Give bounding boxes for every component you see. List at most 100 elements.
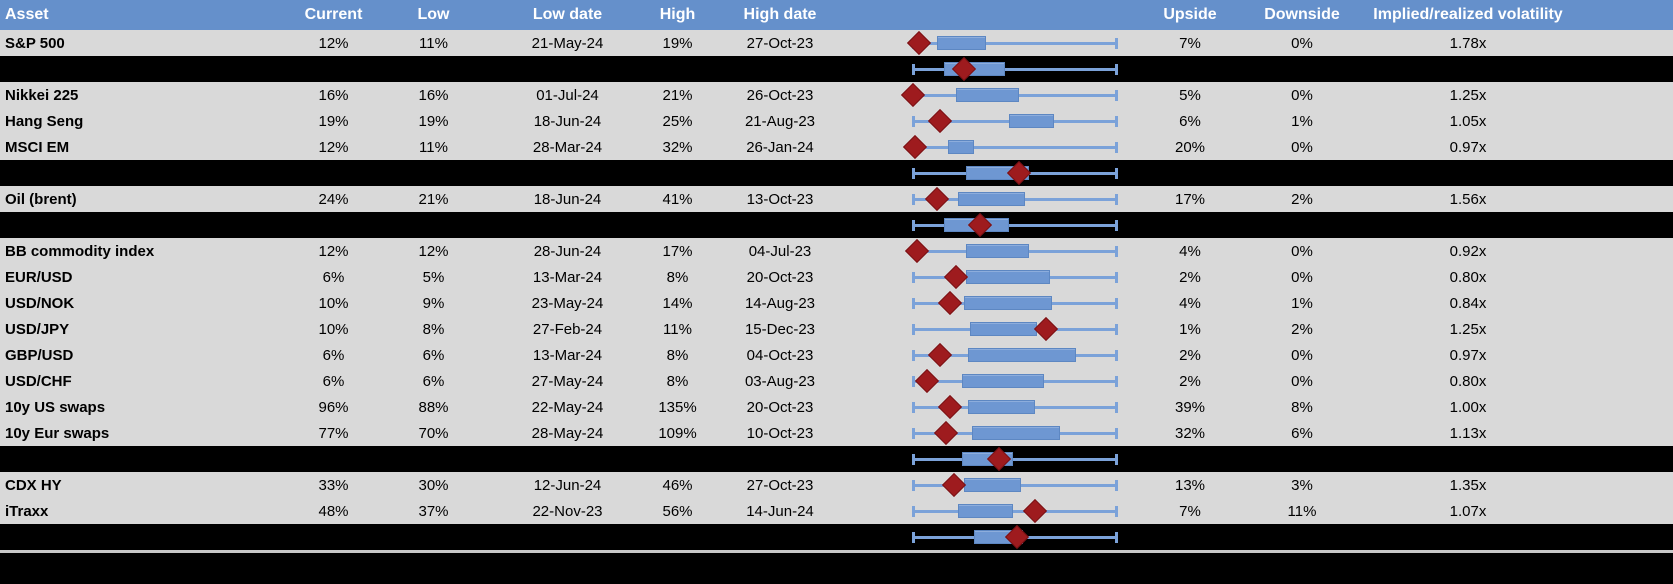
iqr-box (955, 88, 1020, 102)
whisker-left-tick-icon (912, 115, 915, 127)
whisker-left-tick-icon (912, 63, 915, 75)
range-boxplot (850, 30, 1130, 56)
boxplot-wrapper (912, 420, 1118, 446)
whisker-left-tick-icon (912, 427, 915, 439)
current-cell: 6% (322, 268, 345, 286)
upside-cell: 6% (1179, 112, 1201, 130)
high-date-cell: 10-Oct-23 (746, 424, 814, 442)
high-cell: 56% (662, 502, 693, 520)
table-row: Nikkei 225 16% 16% 01-Jul-24 21% 26-Oct-… (0, 82, 1673, 108)
boxplot-wrapper (912, 524, 1118, 550)
high-cell: 14% (662, 294, 693, 312)
range-boxplot (850, 108, 1130, 134)
iqr-box (968, 400, 1036, 414)
range-boxplot (850, 56, 1130, 82)
low-cell: 19% (418, 112, 449, 130)
current-cell: 10% (318, 320, 349, 338)
current-value-diamond-icon (927, 108, 952, 134)
current-value-diamond-icon (1033, 316, 1058, 342)
column-header-downside: Downside (1264, 6, 1340, 23)
range-boxplot (850, 290, 1130, 316)
high-cell: 25% (662, 112, 693, 130)
current-cell: 48% (318, 502, 349, 520)
boxplot-wrapper (903, 134, 1118, 160)
upside-cell: 1% (1179, 320, 1201, 338)
range-boxplot (850, 316, 1130, 342)
asset-cell: CDX HY (5, 476, 62, 494)
current-value-diamond-icon (937, 290, 962, 316)
current-value-diamond-icon (903, 134, 928, 160)
table-row: BB commodity index 12% 12% 28-Jun-24 17%… (0, 238, 1673, 264)
range-boxplot (850, 394, 1130, 420)
boxplot-wrapper (912, 446, 1118, 472)
range-boxplot (850, 420, 1130, 446)
asset-cell: BB commodity index (5, 242, 155, 260)
whisker-left-tick-icon (912, 297, 915, 309)
downside-cell: 6% (1291, 424, 1313, 442)
upside-cell: 4% (1179, 242, 1201, 260)
range-boxplot (850, 238, 1130, 264)
low-cell: 12% (418, 242, 449, 260)
iqr-box (964, 296, 1052, 310)
high-date-cell: 27-Oct-23 (746, 476, 814, 494)
table-row: 10y US swaps 96% 88% 22-May-24 135% 20-O… (0, 394, 1673, 420)
high-date-cell: 03-Aug-23 (744, 372, 816, 390)
range-boxplot (850, 472, 1130, 498)
aggregate-band-row (0, 56, 1673, 82)
high-cell: 32% (662, 138, 693, 156)
current-cell: 12% (318, 138, 349, 156)
low-date-cell: 28-May-24 (531, 424, 604, 442)
high-date-cell: 21-Aug-23 (744, 112, 816, 130)
whisker-right-tick-icon (1115, 141, 1118, 153)
low-cell: 30% (418, 476, 449, 494)
whisker-right-tick-icon (1115, 427, 1118, 439)
downside-cell: 0% (1291, 372, 1313, 390)
column-header-upside: Upside (1163, 6, 1217, 23)
whisker-line (913, 145, 1117, 149)
low-date-cell: 27-Feb-24 (532, 320, 603, 338)
current-value-diamond-icon (986, 446, 1011, 472)
current-cell: 33% (318, 476, 349, 494)
volatility-cell: 1.05x (1449, 112, 1487, 130)
asset-cell: MSCI EM (5, 138, 70, 156)
downside-cell: 0% (1291, 34, 1313, 52)
table-row: GBP/USD 6% 6% 13-Mar-24 8% 04-Oct-23 2% … (0, 342, 1673, 368)
asset-cell: Hang Seng (5, 112, 84, 130)
upside-cell: 17% (1174, 190, 1206, 208)
upside-cell: 2% (1179, 346, 1201, 364)
downside-cell: 0% (1291, 346, 1313, 364)
current-value-diamond-icon (951, 56, 977, 82)
asset-cell: GBP/USD (5, 346, 74, 364)
upside-cell: 7% (1179, 502, 1201, 520)
downside-cell: 2% (1291, 320, 1313, 338)
current-value-diamond-icon (1023, 498, 1048, 524)
boxplot-wrapper (912, 342, 1118, 368)
upside-cell: 4% (1179, 294, 1201, 312)
low-date-cell: 13-Mar-24 (532, 268, 603, 286)
low-date-cell: 27-May-24 (531, 372, 604, 390)
whisker-left-tick-icon (912, 401, 915, 413)
boxplot-wrapper (912, 108, 1118, 134)
asset-cell: S&P 500 (5, 34, 65, 52)
whisker-right-tick-icon (1115, 375, 1118, 387)
range-boxplot (850, 186, 1130, 212)
volatility-cell: 0.92x (1449, 242, 1487, 260)
whisker-right-tick-icon (1115, 193, 1118, 205)
range-boxplot (850, 160, 1130, 186)
whisker-line (913, 41, 1117, 45)
boxplot-wrapper (912, 472, 1118, 498)
range-boxplot (850, 498, 1130, 524)
current-cell: 24% (318, 190, 349, 208)
low-date-cell: 23-May-24 (531, 294, 604, 312)
asset-cell: Nikkei 225 (5, 86, 79, 104)
low-date-cell: 13-Mar-24 (532, 346, 603, 364)
iqr-box (957, 192, 1026, 206)
whisker-left-tick-icon (912, 323, 915, 335)
whisker-right-tick-icon (1115, 167, 1118, 179)
column-header-high: High (659, 6, 696, 23)
range-boxplot (850, 342, 1130, 368)
whisker-right-tick-icon (1115, 245, 1118, 257)
downside-cell: 1% (1291, 112, 1313, 130)
column-header-current: Current (304, 6, 363, 23)
